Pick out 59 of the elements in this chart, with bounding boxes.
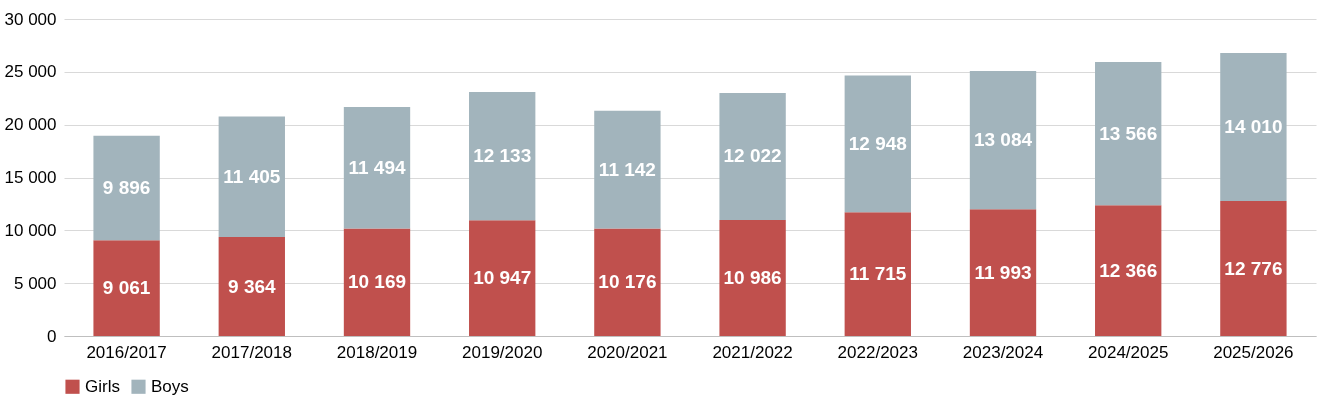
y-tick-label: 15 000: [4, 168, 57, 187]
bar: [719, 219, 786, 336]
bar: [343, 228, 411, 336]
data-label: 10 169: [347, 271, 407, 293]
data-label: 11 715: [849, 263, 907, 285]
x-tick-label: 2016/2017: [86, 342, 167, 362]
legend-label: Girls: [85, 376, 120, 396]
bar: [1220, 52, 1287, 201]
y-tick-label: 5 000: [13, 273, 57, 293]
bar: [844, 212, 911, 336]
data-label: 9 061: [102, 277, 151, 299]
bar: [594, 228, 661, 336]
bar: [969, 71, 1037, 210]
x-tick-label: 2021/2022: [712, 342, 793, 362]
bar: [218, 237, 285, 336]
bar: [343, 107, 411, 229]
data-label: 14 010: [1224, 115, 1283, 137]
data-label: 12 948: [848, 132, 907, 154]
bar: [218, 116, 285, 238]
data-label: 11 405: [223, 165, 281, 187]
data-label: 10 986: [723, 266, 782, 288]
x-tick-label: 2022/2023: [837, 342, 918, 362]
data-label: 12 366: [1099, 259, 1158, 281]
bar: [844, 75, 911, 213]
data-label: 10 176: [598, 271, 657, 293]
x-tick-label: 2025/2026: [1213, 342, 1294, 362]
x-tick-label: 2017/2018: [211, 342, 292, 362]
data-label: 12 133: [473, 145, 532, 167]
data-label: 13 084: [973, 129, 1033, 151]
y-tick-label: 25 000: [4, 62, 57, 82]
data-label: 9 364: [228, 275, 277, 297]
bar: [93, 135, 160, 241]
data-label: 11 142: [598, 158, 656, 180]
legend-label: Boys: [151, 376, 189, 396]
bar: [594, 110, 661, 229]
data-label: 11 993: [974, 261, 1032, 283]
x-tick-label: 2023/2024: [962, 342, 1044, 362]
y-tick-label: 30 000: [4, 9, 57, 29]
data-label: 9 896: [102, 176, 151, 198]
bar: [93, 240, 160, 336]
y-tick-label: 20 000: [4, 115, 57, 135]
bar: [469, 92, 536, 221]
bar: [969, 209, 1037, 336]
bar: [1220, 201, 1287, 336]
data-label: 12 022: [723, 145, 782, 167]
bar: [719, 92, 786, 220]
x-tick-label: 2020/2021: [587, 342, 668, 362]
data-label: 13 566: [1099, 122, 1158, 144]
bar: [1095, 205, 1162, 336]
data-label: 12 776: [1224, 257, 1283, 279]
data-label: 11 494: [348, 156, 406, 178]
x-tick-label: 2019/2020: [462, 342, 543, 362]
y-tick-label: 0: [47, 326, 57, 346]
bar: [1095, 61, 1162, 206]
x-tick-label: 2024/2025: [1088, 342, 1169, 362]
y-tick-label: 10 000: [4, 220, 57, 240]
bar: [469, 220, 536, 336]
data-label: 10 947: [473, 267, 532, 289]
x-tick-label: 2018/2019: [336, 342, 418, 362]
